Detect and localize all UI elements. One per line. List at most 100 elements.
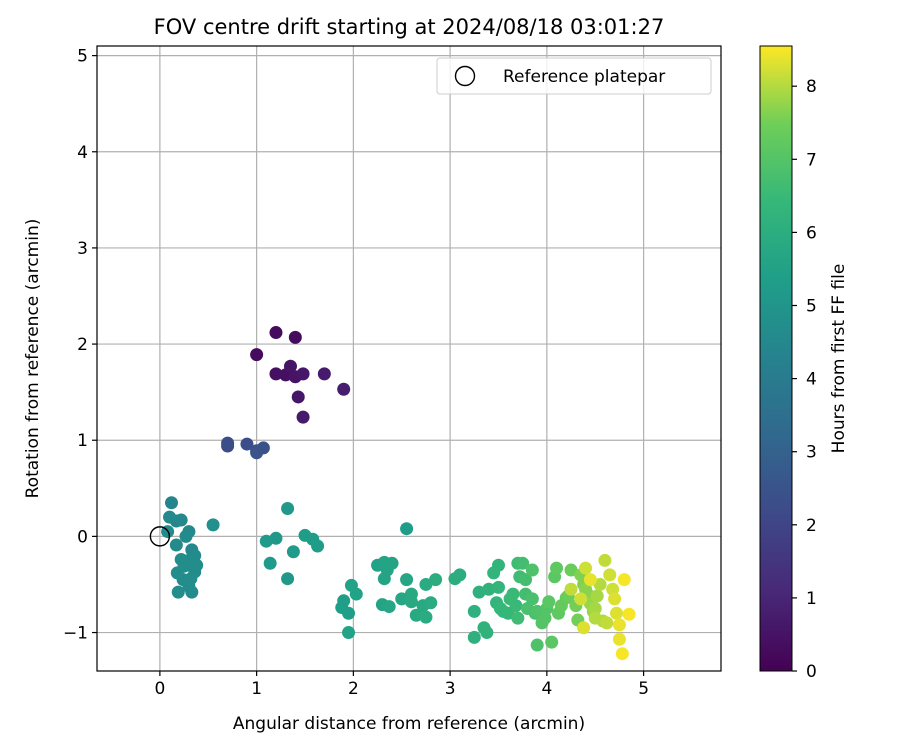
x-tick-label: 0: [154, 679, 165, 699]
colorbar-gradient: [759, 45, 793, 672]
data-point: [506, 587, 520, 601]
data-point: [588, 602, 602, 615]
data-point: [453, 568, 467, 582]
data-point: [491, 558, 505, 572]
legend-marker-icon: [454, 65, 476, 87]
data-point: [190, 558, 204, 572]
x-tick-label: 3: [445, 679, 456, 699]
data-point: [400, 522, 414, 536]
colorbar-tick-label: 0: [806, 662, 817, 682]
data-point: [296, 367, 310, 381]
data-point: [509, 599, 523, 613]
data-point: [612, 618, 626, 632]
data-point: [169, 538, 183, 552]
y-tick-label: 2: [77, 335, 88, 355]
data-point: [482, 582, 496, 596]
y-tick-label: 1: [77, 431, 88, 451]
data-point: [286, 545, 300, 559]
x-tick-label: 2: [348, 679, 359, 699]
data-point: [519, 573, 533, 587]
data-point: [545, 635, 559, 649]
data-point: [283, 359, 297, 373]
data-point: [250, 446, 264, 460]
data-point: [296, 410, 310, 424]
data-point: [577, 621, 591, 635]
data-point: [593, 577, 607, 591]
data-point: [170, 566, 184, 580]
data-point: [574, 592, 588, 606]
x-tick-label: 1: [251, 679, 262, 699]
reference-platepar-marker: [149, 526, 171, 547]
data-point: [174, 513, 188, 527]
colorbar-tick-label: 5: [806, 297, 817, 317]
data-point: [240, 437, 254, 451]
x-axis-label: Angular distance from reference (arcmin): [233, 714, 585, 734]
y-tick-label: 4: [77, 143, 88, 163]
colorbar-ticks: 0 1 2 3 4 5 6 7 8: [792, 77, 817, 682]
data-point: [400, 573, 414, 587]
data-point: [480, 626, 494, 640]
data-point: [516, 556, 530, 570]
data-point: [603, 568, 617, 582]
y-tick-label: 0: [77, 527, 88, 547]
colorbar-tick-label: 2: [806, 516, 817, 536]
data-point: [598, 553, 612, 567]
data-point: [377, 572, 391, 586]
data-point: [291, 390, 305, 404]
colorbar: 0 1 2 3 4 5 6 7 8 Hours from first FF file: [759, 45, 849, 682]
data-point: [288, 330, 302, 344]
data-point: [511, 611, 525, 625]
legend: Reference platepar: [436, 57, 712, 95]
data-point: [179, 529, 193, 543]
colorbar-tick-label: 1: [806, 589, 817, 609]
data-point: [564, 582, 578, 596]
data-point: [525, 592, 539, 606]
data-point: [491, 580, 505, 594]
data-point: [429, 573, 443, 587]
data-point: [269, 326, 283, 340]
data-point: [419, 577, 433, 591]
plot-frame: [96, 45, 722, 672]
chart-title: FOV centre drift starting at 2024/08/18 …: [154, 15, 665, 39]
data-point: [564, 563, 578, 577]
data-point: [579, 561, 593, 575]
data-point: [382, 600, 396, 614]
data-point: [610, 606, 624, 620]
x-axis-ticks: 0 1 2 3 4 5: [154, 671, 649, 699]
colorbar-label: Hours from first FF file: [829, 264, 849, 454]
data-point: [588, 611, 602, 625]
y-axis-label: Rotation from reference (arcmin): [23, 219, 43, 499]
data-point: [590, 589, 604, 603]
legend-entry-reference: Reference platepar: [503, 67, 665, 87]
data-points: [161, 326, 636, 661]
data-point: [281, 572, 295, 586]
data-point: [612, 632, 626, 646]
data-point: [467, 630, 481, 644]
data-point: [206, 518, 220, 532]
data-point: [525, 563, 539, 577]
data-point: [385, 556, 399, 570]
y-axis-ticks: −1 0 1 2 3 4 5: [63, 47, 97, 644]
data-point: [467, 604, 481, 618]
data-point: [171, 585, 185, 599]
data-point: [622, 607, 636, 621]
data-point: [404, 595, 418, 609]
data-point: [163, 510, 177, 524]
data-point: [221, 436, 235, 450]
data-point: [259, 534, 273, 548]
colorbar-tick-label: 3: [806, 443, 817, 463]
data-point: [424, 596, 438, 610]
data-point: [615, 647, 629, 661]
x-tick-label: 5: [638, 679, 649, 699]
data-point: [311, 539, 325, 553]
plot-area: 0 1 2 3 4 5 −1 0 1 2 3 4 5: [63, 45, 722, 699]
data-point: [182, 579, 196, 593]
data-point: [608, 592, 622, 606]
data-point: [409, 608, 423, 622]
y-tick-label: 3: [77, 239, 88, 259]
data-point: [617, 573, 631, 587]
data-point: [263, 556, 277, 570]
data-point: [349, 587, 363, 601]
data-point: [250, 348, 264, 362]
